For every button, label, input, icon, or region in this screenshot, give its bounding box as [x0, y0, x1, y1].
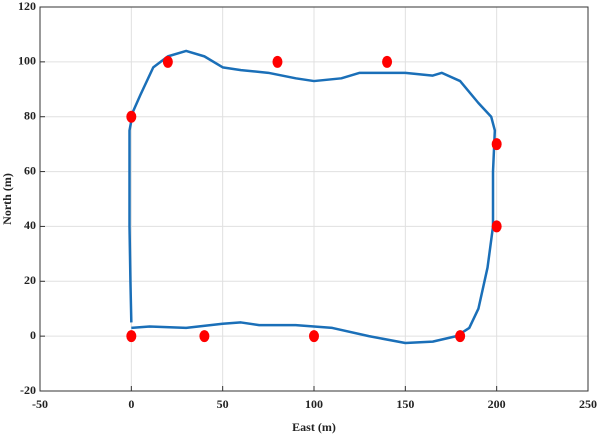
y-tick-label: 100	[18, 54, 36, 68]
waypoint	[491, 220, 502, 233]
y-tick-label: 0	[30, 328, 36, 342]
plot-area	[126, 49, 502, 345]
y-tick-label: 20	[24, 273, 36, 287]
y-tick-label: 40	[24, 218, 36, 232]
x-tick-label: 200	[488, 397, 506, 411]
x-tick-label: 150	[396, 397, 414, 411]
trajectory-line	[128, 49, 497, 345]
y-tick-label: 80	[24, 108, 36, 122]
grid	[39, 6, 589, 392]
waypoint	[272, 55, 283, 68]
x-tick-label: 100	[305, 397, 323, 411]
x-tick-label: 50	[217, 397, 229, 411]
waypoint	[162, 55, 173, 68]
y-axis-label: North (m)	[0, 173, 14, 225]
y-tick-label: 60	[24, 163, 36, 177]
y-tick-label: 120	[18, 0, 36, 13]
waypoint	[455, 330, 466, 343]
waypoint	[382, 55, 393, 68]
x-axis-label: East (m)	[292, 420, 336, 434]
y-tick-label: -20	[20, 383, 36, 397]
x-tick-label: 0	[128, 397, 134, 411]
waypoint	[126, 110, 137, 123]
waypoint	[199, 330, 210, 343]
x-tick-label: -50	[32, 397, 48, 411]
x-tick-label: 250	[579, 397, 597, 411]
waypoint	[309, 330, 319, 343]
waypoint	[491, 138, 502, 151]
waypoint	[126, 330, 137, 343]
